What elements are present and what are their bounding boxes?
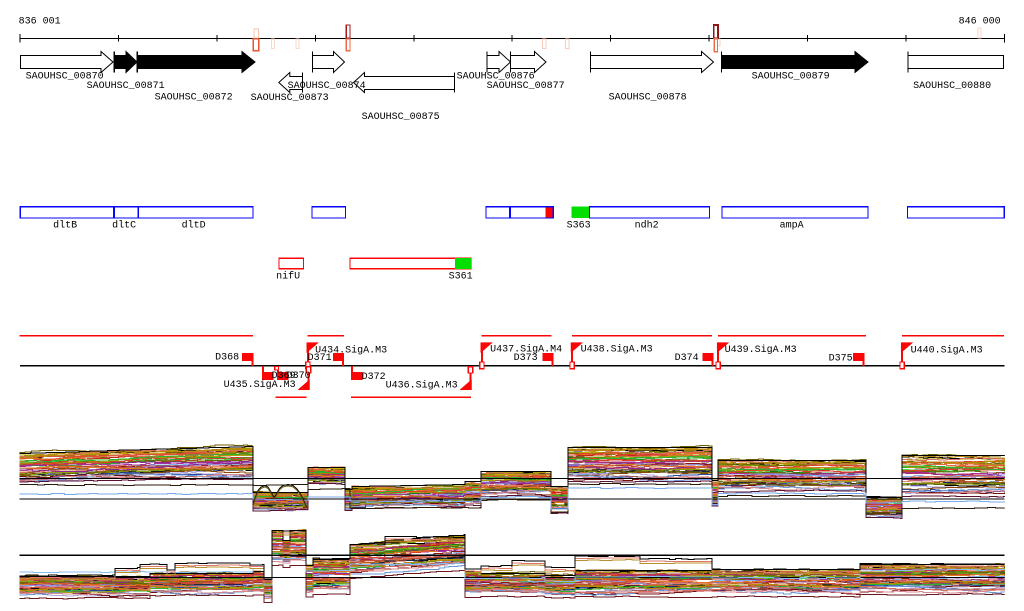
svg-text:D374: D374 — [675, 353, 699, 364]
svg-text:SAOUHSC_00872: SAOUHSC_00872 — [155, 93, 233, 104]
svg-text:846 000: 846 000 — [959, 17, 1001, 28]
svg-text:SAOUHSC_00871: SAOUHSC_00871 — [87, 81, 165, 92]
svg-text:U440.SigA.M3: U440.SigA.M3 — [911, 345, 983, 357]
svg-text:nifU: nifU — [276, 271, 300, 283]
svg-text:D375: D375 — [829, 354, 853, 365]
svg-text:SAOUHSC_00879: SAOUHSC_00879 — [752, 72, 830, 83]
svg-text:D372: D372 — [362, 372, 386, 383]
svg-text:ndh2: ndh2 — [635, 220, 659, 232]
svg-text:D373: D373 — [514, 353, 538, 364]
svg-text:dltC: dltC — [112, 220, 136, 232]
svg-text:U439.SigA.M3: U439.SigA.M3 — [725, 344, 797, 356]
svg-text:D370: D370 — [287, 371, 311, 382]
svg-text:D368: D368 — [215, 353, 239, 364]
svg-text:U437.SigA.M4: U437.SigA.M4 — [490, 344, 562, 356]
svg-text:SAOUHSC_00880: SAOUHSC_00880 — [913, 81, 991, 92]
svg-text:U435.SigA.M3: U435.SigA.M3 — [224, 379, 296, 391]
svg-text:S363: S363 — [567, 221, 591, 232]
svg-text:dltB: dltB — [53, 220, 77, 232]
svg-text:SAOUHSC_00870: SAOUHSC_00870 — [26, 72, 104, 83]
svg-text:D369: D369 — [272, 371, 296, 382]
svg-text:836 001: 836 001 — [19, 17, 61, 28]
svg-text:SAOUHSC_00877: SAOUHSC_00877 — [487, 81, 565, 92]
svg-text:SAOUHSC_00875: SAOUHSC_00875 — [362, 112, 440, 123]
svg-text:ampA: ampA — [780, 221, 804, 232]
svg-text:S361: S361 — [449, 272, 473, 283]
svg-text:SAOUHSC_00878: SAOUHSC_00878 — [609, 93, 687, 104]
svg-text:U436.SigA.M3: U436.SigA.M3 — [386, 380, 458, 392]
svg-text:D371: D371 — [308, 353, 332, 364]
svg-text:SAOUHSC_00874: SAOUHSC_00874 — [288, 81, 366, 92]
svg-text:SAOUHSC_00873: SAOUHSC_00873 — [251, 93, 329, 104]
svg-text:U434.SigA.M3: U434.SigA.M3 — [315, 345, 387, 357]
svg-text:dltD: dltD — [182, 220, 206, 232]
svg-text:SAOUHSC_00876: SAOUHSC_00876 — [457, 72, 535, 83]
svg-text:U438.SigA.M3: U438.SigA.M3 — [581, 344, 653, 356]
